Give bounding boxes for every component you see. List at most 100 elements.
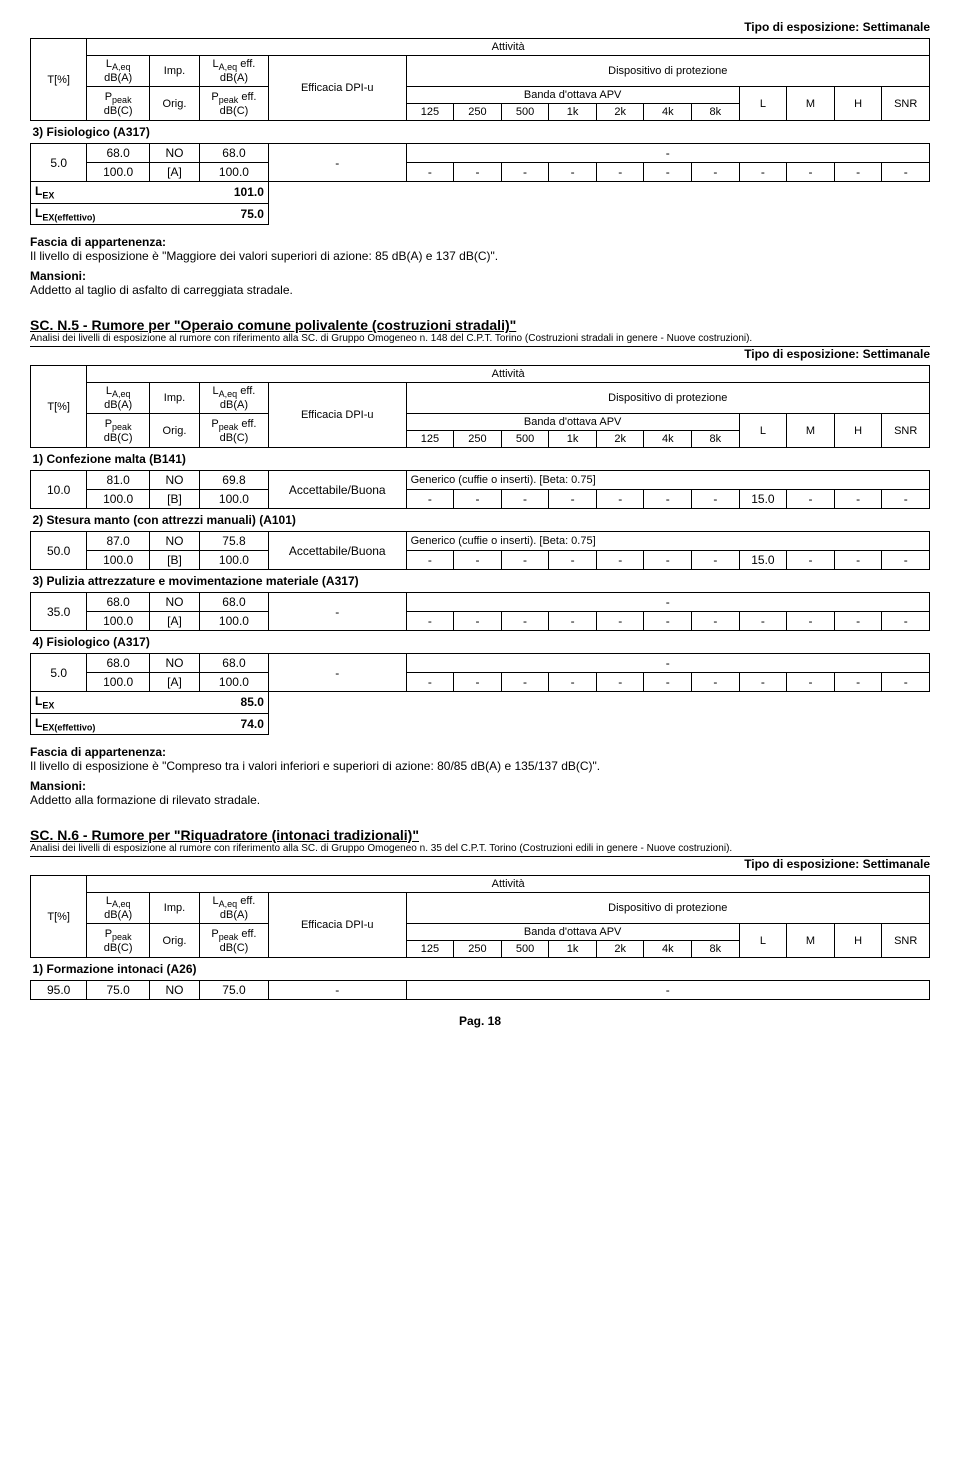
t2r3b-0: - [406, 612, 454, 631]
t2r2b-ppeakeff: 100.0 [200, 551, 269, 570]
th-laeq-eff: LA,eq eff.dB(A) [200, 56, 269, 87]
th3-laeq: LA,eqdB(A) [87, 892, 150, 923]
t2r1b-ppeak: 100.0 [87, 490, 150, 509]
t3r1-laeqeff: 75.0 [200, 981, 269, 1000]
th2-4k: 4k [644, 431, 692, 448]
t2r3b-ppeak: 100.0 [87, 612, 150, 631]
t2r4b-ppeak: 100.0 [87, 673, 150, 692]
th-8k: 8k [692, 104, 740, 121]
t3-a1: 1) Formazione intonaci (A26) [31, 958, 930, 981]
th2-activity: Attività [87, 365, 930, 382]
th3-orig: Orig. [149, 924, 199, 958]
t2-a3: 3) Pulizia attrezzature e movimentazione… [31, 570, 930, 593]
th3-imp: Imp. [149, 892, 199, 923]
t2r4b-7: - [739, 673, 787, 692]
th2-1k: 1k [549, 431, 597, 448]
t2r4b-3: - [549, 673, 597, 692]
t1-imp: NO [149, 144, 199, 163]
t1-b6: - [692, 163, 740, 182]
t2r2b-9: - [834, 551, 882, 570]
t2-lexeff-label: LEX(effettivo) [31, 713, 200, 734]
t1-b3: - [549, 163, 597, 182]
t2r4-imp: NO [149, 654, 199, 673]
t2r3b-6: - [692, 612, 740, 631]
th3-4k: 4k [644, 941, 692, 958]
t2r3b-7: - [739, 612, 787, 631]
t2r2-device: Generico (cuffie o inserti). [Beta: 0.75… [406, 532, 929, 551]
t2-a4: 4) Fisiologico (A317) [31, 631, 930, 654]
t2r2b-3: - [549, 551, 597, 570]
t1-b10: - [882, 163, 930, 182]
th-ppeak: PpeakdB(C) [87, 87, 150, 121]
th-125: 125 [406, 104, 454, 121]
t2r2-imp: NO [149, 532, 199, 551]
t2r2b-7: 15.0 [739, 551, 787, 570]
th-H: H [834, 87, 882, 121]
t1-laeq: 68.0 [87, 144, 150, 163]
th-L: L [739, 87, 787, 121]
t2r1-t: 10.0 [31, 471, 87, 509]
th3-8k: 8k [692, 941, 740, 958]
t2r2-t: 50.0 [31, 532, 87, 570]
th2-500: 500 [501, 431, 549, 448]
t1-device: - [406, 144, 929, 163]
t2r1b-4: - [596, 490, 644, 509]
th3-ppeak: PpeakdB(C) [87, 924, 150, 958]
th2-250: 250 [454, 431, 502, 448]
t2r4b-9: - [834, 673, 882, 692]
t2r1-laeqeff: 69.8 [200, 471, 269, 490]
t2r2b-8: - [787, 551, 835, 570]
fascia1-text: Il livello di esposizione è "Maggiore de… [30, 249, 930, 263]
th3-2k: 2k [596, 941, 644, 958]
t2r4b-0: - [406, 673, 454, 692]
th-efficacia: Efficacia DPI-u [268, 56, 406, 121]
t2-a2: 2) Stesura manto (con attrezzi manuali) … [31, 509, 930, 532]
fascia2-title: Fascia di appartenenza: [30, 745, 930, 759]
lexeff-val: 75.0 [200, 203, 269, 224]
th-2k: 2k [596, 104, 644, 121]
t2r2b-0: - [406, 551, 454, 570]
th-activity: Attività [87, 39, 930, 56]
th-banda: Banda d'ottava APV [406, 87, 739, 104]
mansioni1-text: Addetto al taglio di asfalto di carreggi… [30, 283, 930, 297]
t1-b5: - [644, 163, 692, 182]
t2r1b-2: - [501, 490, 549, 509]
t2r3b-2: - [501, 612, 549, 631]
t1-orig: [A] [149, 163, 199, 182]
t2r1b-6: - [692, 490, 740, 509]
t1-laeqeff: 68.0 [200, 144, 269, 163]
t2-lex-val: 85.0 [200, 692, 269, 713]
t1-ppeakeff: 100.0 [200, 163, 269, 182]
t2r4b-10: - [882, 673, 930, 692]
t2r3b-9: - [834, 612, 882, 631]
t2r4b-1: - [454, 673, 502, 692]
noise-table-3: T[%] Attività LA,eqdB(A) Imp. LA,eq eff.… [30, 875, 930, 1000]
t2r1b-orig: [B] [149, 490, 199, 509]
th2-banda: Banda d'ottava APV [406, 414, 739, 431]
th2-ppeak: PpeakdB(C) [87, 414, 150, 448]
t2r2-eff: Accettabile/Buona [268, 532, 406, 570]
lexeff-label: LEX(effettivo) [31, 203, 200, 224]
fascia2-text: Il livello di esposizione è "Compreso tr… [30, 759, 930, 773]
t2r1b-7: 15.0 [739, 490, 787, 509]
t1-ppeak: 100.0 [87, 163, 150, 182]
th-M: M [787, 87, 835, 121]
th-SNR: SNR [882, 87, 930, 121]
t2r3b-5: - [644, 612, 692, 631]
t2r1b-8: - [787, 490, 835, 509]
t2r2b-5: - [644, 551, 692, 570]
t2r1b-5: - [644, 490, 692, 509]
lex-val: 101.0 [200, 182, 269, 203]
t1-eff: - [268, 144, 406, 182]
t2r2b-10: - [882, 551, 930, 570]
th3-250: 250 [454, 941, 502, 958]
th2-tpct: T[%] [31, 365, 87, 447]
t2r1b-3: - [549, 490, 597, 509]
exposure-type-3: Tipo di esposizione: Settimanale [30, 857, 930, 871]
th2-2k: 2k [596, 431, 644, 448]
t2r1b-0: - [406, 490, 454, 509]
th3-efficacia: Efficacia DPI-u [268, 892, 406, 957]
t2r3b-3: - [549, 612, 597, 631]
th2-imp: Imp. [149, 382, 199, 413]
t2r3b-ppeakeff: 100.0 [200, 612, 269, 631]
